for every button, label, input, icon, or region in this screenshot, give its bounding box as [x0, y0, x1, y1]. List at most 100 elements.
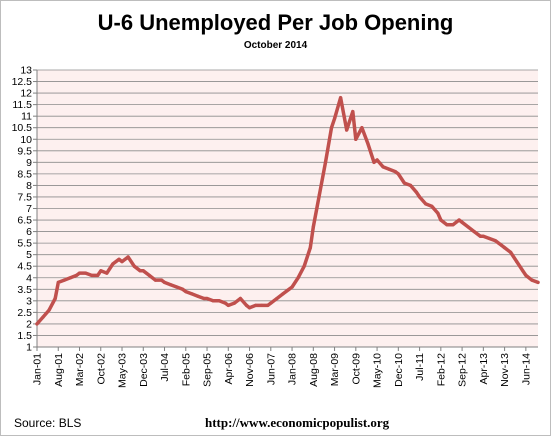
data-point [281, 292, 285, 296]
data-point [500, 243, 504, 247]
x-tick-label: Jul-11 [414, 353, 426, 381]
data-point [487, 236, 491, 241]
chart-title: U-6 Unemployed Per Job Opening [97, 10, 454, 35]
data-point [147, 273, 151, 277]
y-tick-label: 7 [26, 203, 32, 215]
x-tick-label: May-10 [372, 353, 384, 388]
data-point [287, 287, 291, 291]
y-tick-label: 8 [26, 180, 32, 192]
y-tick-label: 1.5 [17, 330, 32, 342]
data-point [521, 269, 525, 273]
data-point [530, 278, 534, 282]
data-point [62, 278, 66, 282]
data-point [466, 225, 470, 229]
data-point [493, 239, 498, 243]
x-tick-label: Jan-08 [287, 353, 299, 385]
x-tick-label: Jun-07 [265, 353, 277, 385]
data-point [381, 165, 385, 169]
data-point [372, 160, 376, 164]
data-point [126, 255, 130, 259]
data-point [117, 257, 121, 261]
data-point [105, 271, 109, 275]
y-axis-tick-labels: 11.522.533.544.555.566.577.588.599.51010… [12, 65, 33, 354]
y-tick-label: 2.5 [17, 307, 32, 319]
data-point [41, 315, 45, 319]
data-point [418, 195, 422, 199]
x-tick-label: Aug-08 [308, 353, 320, 387]
x-tick-label: Jan-01 [32, 353, 44, 385]
data-point [339, 96, 343, 100]
x-axis-tick-labels: Jan-01 Aug-01 Mar-02 Oct-02 May-03 Dec-03 Jul-… [32, 347, 532, 388]
data-point [205, 296, 209, 301]
x-tick-label: Feb-12 [435, 353, 447, 386]
y-tick-label: 11 [21, 111, 32, 123]
y-tick-label: 11.5 [12, 99, 32, 111]
data-point [402, 181, 406, 185]
x-tick-label: Apr-06 [223, 353, 235, 385]
y-tick-label: 2 [26, 318, 32, 330]
x-tick-label: Mar-09 [329, 353, 341, 386]
data-point [329, 126, 334, 130]
data-point [266, 303, 270, 307]
x-tick-label: Aug-01 [53, 353, 65, 387]
data-point [159, 278, 164, 282]
x-tick-label: Sep-05 [202, 353, 214, 387]
data-point [317, 193, 321, 197]
y-tick-label: 12.5 [12, 76, 33, 88]
data-point [74, 273, 79, 277]
data-point [196, 294, 200, 298]
x-tick-label: Oct-09 [350, 353, 362, 385]
x-tick-label: Feb-05 [180, 353, 192, 386]
data-point [202, 296, 206, 301]
y-tick-label: 9.5 [17, 145, 32, 157]
data-point [269, 301, 273, 305]
data-point [436, 211, 440, 215]
source-label: Source: BLS [14, 416, 82, 430]
data-point [393, 170, 397, 174]
data-point [424, 202, 428, 206]
y-tick-label: 7.5 [17, 191, 32, 203]
data-point [445, 223, 449, 227]
data-point [308, 246, 312, 250]
y-tick-label: 6 [26, 226, 32, 238]
y-tick-label: 6.5 [17, 215, 32, 227]
data-point [460, 220, 464, 224]
data-point [451, 223, 455, 227]
y-tick-label: 3 [26, 295, 32, 307]
x-tick-label: Jun-14 [520, 353, 532, 385]
data-point [536, 280, 540, 284]
data-point [375, 158, 379, 162]
x-tick-label: Apr-13 [478, 353, 490, 385]
data-point [366, 142, 370, 146]
data-point [96, 273, 100, 277]
data-point [351, 110, 355, 114]
x-tick-label: May-03 [117, 353, 129, 388]
y-tick-label: 4.5 [17, 261, 32, 273]
data-point [169, 283, 173, 287]
y-tick-label: 10 [20, 134, 32, 146]
data-point [354, 137, 358, 141]
data-point [360, 126, 364, 130]
data-point [68, 276, 72, 280]
data-point [175, 285, 179, 289]
data-point [223, 301, 227, 305]
data-point [311, 225, 315, 229]
data-point [141, 269, 145, 273]
data-point [247, 306, 252, 310]
data-point [302, 264, 306, 268]
y-tick-label: 9 [26, 157, 32, 169]
data-point [396, 172, 400, 176]
y-tick-label: 12 [20, 88, 32, 100]
x-tick-label: Dec-03 [138, 353, 150, 387]
data-point [472, 230, 476, 234]
data-point [457, 218, 461, 222]
data-point [77, 271, 82, 275]
x-tick-label: Mar-02 [74, 353, 86, 386]
data-point [47, 308, 51, 312]
data-point [111, 262, 115, 266]
x-tick-label: Jul-04 [159, 353, 171, 382]
data-point [132, 264, 136, 268]
data-point [120, 260, 124, 264]
data-point [345, 128, 349, 132]
y-tick-label: 5.5 [17, 238, 32, 250]
